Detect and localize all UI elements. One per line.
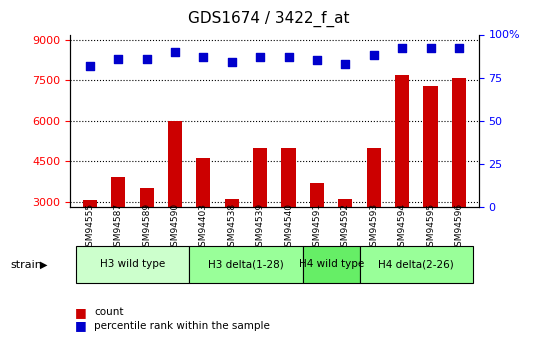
Text: strain: strain bbox=[11, 260, 43, 270]
Bar bbox=[303, 246, 359, 283]
Text: GSM94555: GSM94555 bbox=[86, 203, 94, 252]
Text: count: count bbox=[94, 307, 124, 317]
Text: GSM94593: GSM94593 bbox=[369, 203, 378, 252]
Bar bbox=[452, 78, 466, 283]
Bar bbox=[76, 246, 189, 283]
Text: GSM94596: GSM94596 bbox=[455, 203, 463, 252]
Point bbox=[284, 54, 293, 60]
Bar bbox=[225, 199, 239, 283]
Point bbox=[341, 61, 350, 67]
Text: ■: ■ bbox=[75, 319, 87, 333]
Text: GSM94590: GSM94590 bbox=[171, 203, 180, 252]
Bar bbox=[111, 177, 125, 283]
Text: H4 delta(2-26): H4 delta(2-26) bbox=[378, 259, 454, 269]
Text: ▶: ▶ bbox=[40, 260, 48, 270]
Bar bbox=[395, 75, 409, 283]
Bar bbox=[168, 121, 182, 283]
Text: GSM94591: GSM94591 bbox=[313, 203, 322, 252]
Bar bbox=[423, 86, 437, 283]
Bar bbox=[338, 199, 352, 283]
Text: GSM94594: GSM94594 bbox=[398, 203, 407, 252]
Point bbox=[114, 56, 123, 61]
Text: GSM94538: GSM94538 bbox=[227, 203, 236, 252]
Point bbox=[398, 46, 407, 51]
Point bbox=[199, 54, 208, 60]
Text: H3 delta(1-28): H3 delta(1-28) bbox=[208, 259, 284, 269]
Text: ■: ■ bbox=[75, 306, 87, 319]
Bar bbox=[281, 148, 296, 283]
Bar bbox=[253, 148, 267, 283]
Text: GSM94540: GSM94540 bbox=[284, 203, 293, 252]
Bar bbox=[367, 148, 381, 283]
Point bbox=[86, 63, 94, 68]
Text: GSM94403: GSM94403 bbox=[199, 203, 208, 252]
Point bbox=[370, 52, 378, 58]
Point bbox=[313, 58, 321, 63]
Bar bbox=[83, 200, 97, 283]
Point bbox=[171, 49, 179, 55]
Point bbox=[426, 46, 435, 51]
Point bbox=[455, 46, 463, 51]
Bar bbox=[310, 183, 324, 283]
Point bbox=[256, 54, 265, 60]
Text: GSM94592: GSM94592 bbox=[341, 203, 350, 252]
Bar bbox=[139, 188, 154, 283]
Text: GSM94539: GSM94539 bbox=[256, 203, 265, 252]
Text: H3 wild type: H3 wild type bbox=[100, 259, 165, 269]
Text: percentile rank within the sample: percentile rank within the sample bbox=[94, 321, 270, 331]
Bar bbox=[189, 246, 303, 283]
Text: GDS1674 / 3422_f_at: GDS1674 / 3422_f_at bbox=[188, 10, 350, 27]
Text: GSM94587: GSM94587 bbox=[114, 203, 123, 252]
Point bbox=[228, 59, 236, 65]
Text: GSM94595: GSM94595 bbox=[426, 203, 435, 252]
Bar bbox=[196, 158, 210, 283]
Point bbox=[142, 56, 151, 61]
Text: GSM94589: GSM94589 bbox=[142, 203, 151, 252]
Text: H4 wild type: H4 wild type bbox=[299, 259, 364, 269]
Bar bbox=[359, 246, 473, 283]
